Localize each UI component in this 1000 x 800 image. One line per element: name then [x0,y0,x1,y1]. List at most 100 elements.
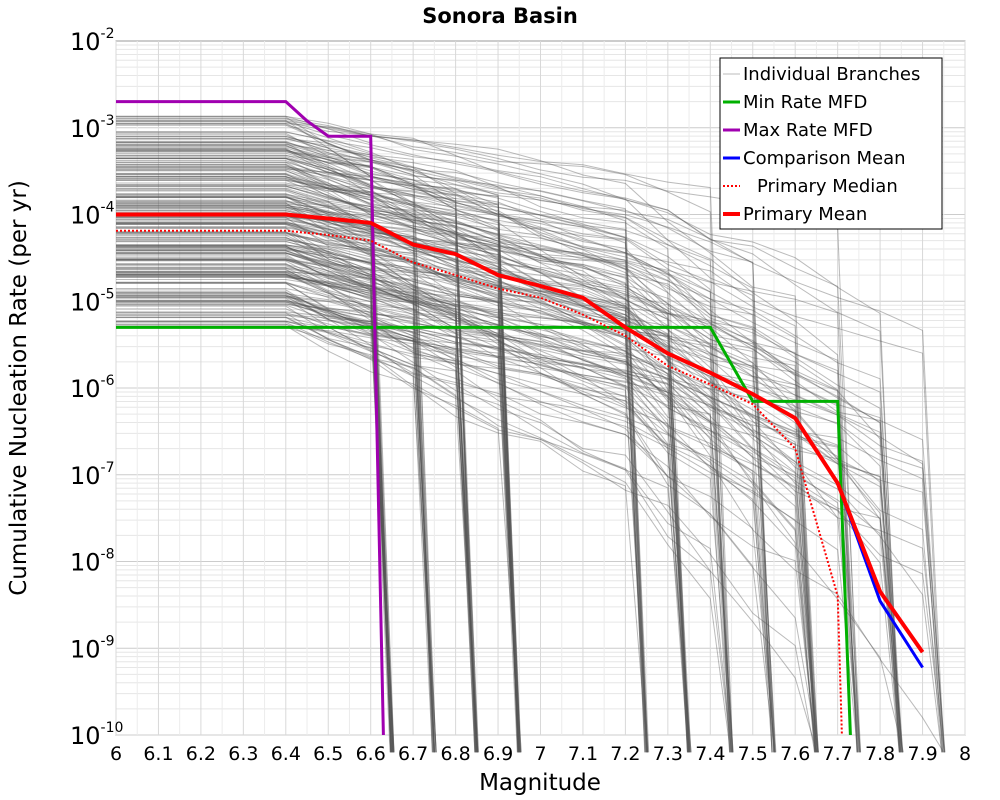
branch-line [116,282,861,753]
branch-line [116,213,776,753]
branch-line [116,179,476,753]
legend-label: Primary Mean [743,204,867,225]
branch-line [116,164,647,753]
branch-line [116,253,478,753]
branch-line [116,161,776,753]
x-tick-label: 6.3 [228,743,258,765]
branch-line [116,204,903,753]
branch-line [116,144,518,753]
branch-line [116,146,647,753]
branch-line [116,145,521,753]
branch-line [116,296,435,753]
branch-line [116,282,733,753]
branch-line [116,304,434,753]
branch-line [116,314,435,753]
branch-line [116,293,731,753]
branch-line [116,115,395,753]
branch-line [116,265,520,753]
branch-line [116,178,522,753]
branch-line [116,173,394,753]
branch-line [116,190,394,753]
branch-line [116,323,648,753]
branch-line [116,223,394,753]
x-tick-label: 6.9 [483,743,513,765]
branch-line [116,210,902,753]
x-tick-label: 7.9 [907,743,937,765]
y-tick-label: 10-9 [70,633,115,663]
branch-line [116,202,520,753]
branch-line [116,291,733,753]
branch-line [116,137,435,753]
x-axis-ticks: 6 6.1 6.2 6.3 6.4 6.5 6.6 6.7 6.8 6.9 7 7.1 7.2 7.3 7.… [110,743,971,765]
branch-line [116,184,733,753]
branch-line [116,246,819,753]
x-tick-label: 7.7 [823,743,853,765]
branch-line [116,143,775,753]
branch-line [116,320,819,753]
primary-mean-line [116,212,925,654]
branch-line [116,156,858,753]
branch-line [116,121,902,753]
branch-line [116,271,520,753]
branch-line [116,184,816,753]
legend: Individual Branches Min Rate MFD Max Rate … [719,57,943,230]
branch-line [116,157,819,753]
branch-line [116,234,520,753]
branch-line [116,268,732,753]
branch-line [116,282,817,753]
branch-line [116,259,479,753]
legend-label: Max Rate MFD [743,120,873,141]
branch-line [116,244,436,753]
legend-label: Comparison Mean [743,148,906,169]
branch-line [116,163,646,753]
legend-box [719,57,943,230]
branch-line [116,232,435,753]
branch-line [116,173,858,753]
branch-line [116,239,903,753]
branch-line [116,245,775,753]
branch-line [116,168,692,753]
branch-line [116,245,775,753]
branch-line [116,263,476,753]
branch-line [116,174,901,753]
branch-line [116,118,734,753]
branch-line [116,152,434,753]
branch-line [116,320,819,753]
y-tick-label: 10-10 [70,720,123,750]
branch-line [116,244,691,753]
branch-line [116,157,776,753]
branch-line [116,267,479,753]
branch-line [116,151,393,753]
branch-line [116,267,436,753]
branch-line [116,185,944,753]
branch-line [116,277,773,753]
branch-line [116,295,773,753]
branch-line [116,124,733,753]
branch-line [116,200,777,753]
branch-line [116,157,519,753]
branch-line [116,252,646,753]
branch-line [116,241,478,753]
branch-line [116,258,435,753]
branch-line [116,143,689,753]
branch-line [116,308,815,753]
max-rate-mfd-line [116,100,385,736]
branch-line [116,301,817,753]
branch-line [116,249,776,753]
branch-line [116,321,818,753]
branch-line [116,227,943,753]
branch-line [116,316,861,753]
branch-line [116,210,521,753]
branch-line [116,134,392,753]
branch-line [116,317,478,753]
branch-line [116,155,520,753]
x-tick-label: 7.6 [780,743,810,765]
primary-median-line [116,229,843,736]
branch-line [116,316,479,753]
branch-line [116,299,859,753]
branch-line [116,223,519,753]
branch-line [116,148,903,753]
branch-line [116,211,395,753]
y-tick-label: 10-4 [70,200,115,230]
branch-line [116,303,818,753]
